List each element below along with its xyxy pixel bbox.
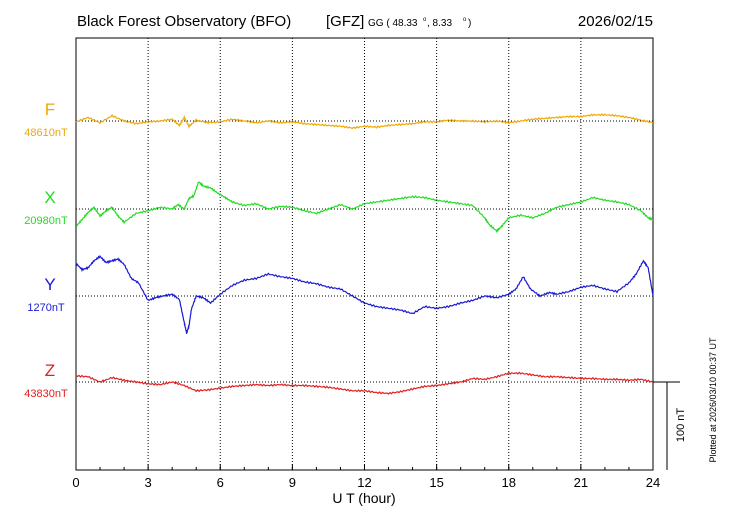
series-lines [75, 113, 654, 395]
coord-lat-degree: o [423, 17, 427, 23]
coordinates: GG ( 48.33 o , 8.33 o ) [368, 17, 471, 29]
scale-bar-label: 100 nT [675, 408, 687, 443]
coord-suffix: ) [468, 18, 471, 29]
station-title: Black Forest Observatory (BFO) [77, 13, 291, 30]
x-tick-label: 0 [72, 475, 79, 490]
series-line-f [75, 113, 654, 130]
x-axis-title: U T (hour) [332, 490, 395, 506]
series-baseline-x: 20980nT [24, 215, 68, 227]
x-tick-label: 3 [145, 475, 152, 490]
x-tick-label: 21 [574, 475, 588, 490]
series-name-y: Y [44, 275, 55, 294]
x-tick-label: 15 [429, 475, 443, 490]
series-name-f: F [45, 100, 55, 119]
grid [147, 38, 582, 470]
x-tick-label: 18 [502, 475, 516, 490]
institute-label: [GFZ] [326, 13, 364, 30]
plotted-note: Plotted at 2026/03/10 00:37 UT [708, 337, 718, 463]
date-label: 2026/02/15 [578, 13, 653, 30]
series-labels: F 48610nT X 20980nT Y 1270nT Z 43830nT [24, 100, 68, 400]
x-tick-label: 24 [646, 475, 660, 490]
series-baseline-f: 48610nT [24, 127, 68, 139]
series-line-z [75, 371, 654, 395]
series-line-x [75, 181, 654, 234]
coord-prefix: GG ( 48.33 [368, 18, 418, 29]
series-baseline-y: 1270nT [27, 302, 65, 314]
x-tick-label: 9 [289, 475, 296, 490]
coord-mid: , 8.33 [427, 18, 452, 29]
coord-lon-degree: o [463, 17, 467, 23]
series-name-z: Z [45, 361, 55, 380]
series-line-y [75, 254, 654, 334]
scale-bar: 100 nT [653, 381, 687, 470]
x-tick-label: 12 [357, 475, 371, 490]
x-tick-label: 6 [217, 475, 224, 490]
series-name-x: X [44, 188, 55, 207]
x-axis-ticks: 0 3 6 9 12 15 18 21 24 [72, 464, 660, 490]
series-baseline-z: 43830nT [24, 388, 68, 400]
